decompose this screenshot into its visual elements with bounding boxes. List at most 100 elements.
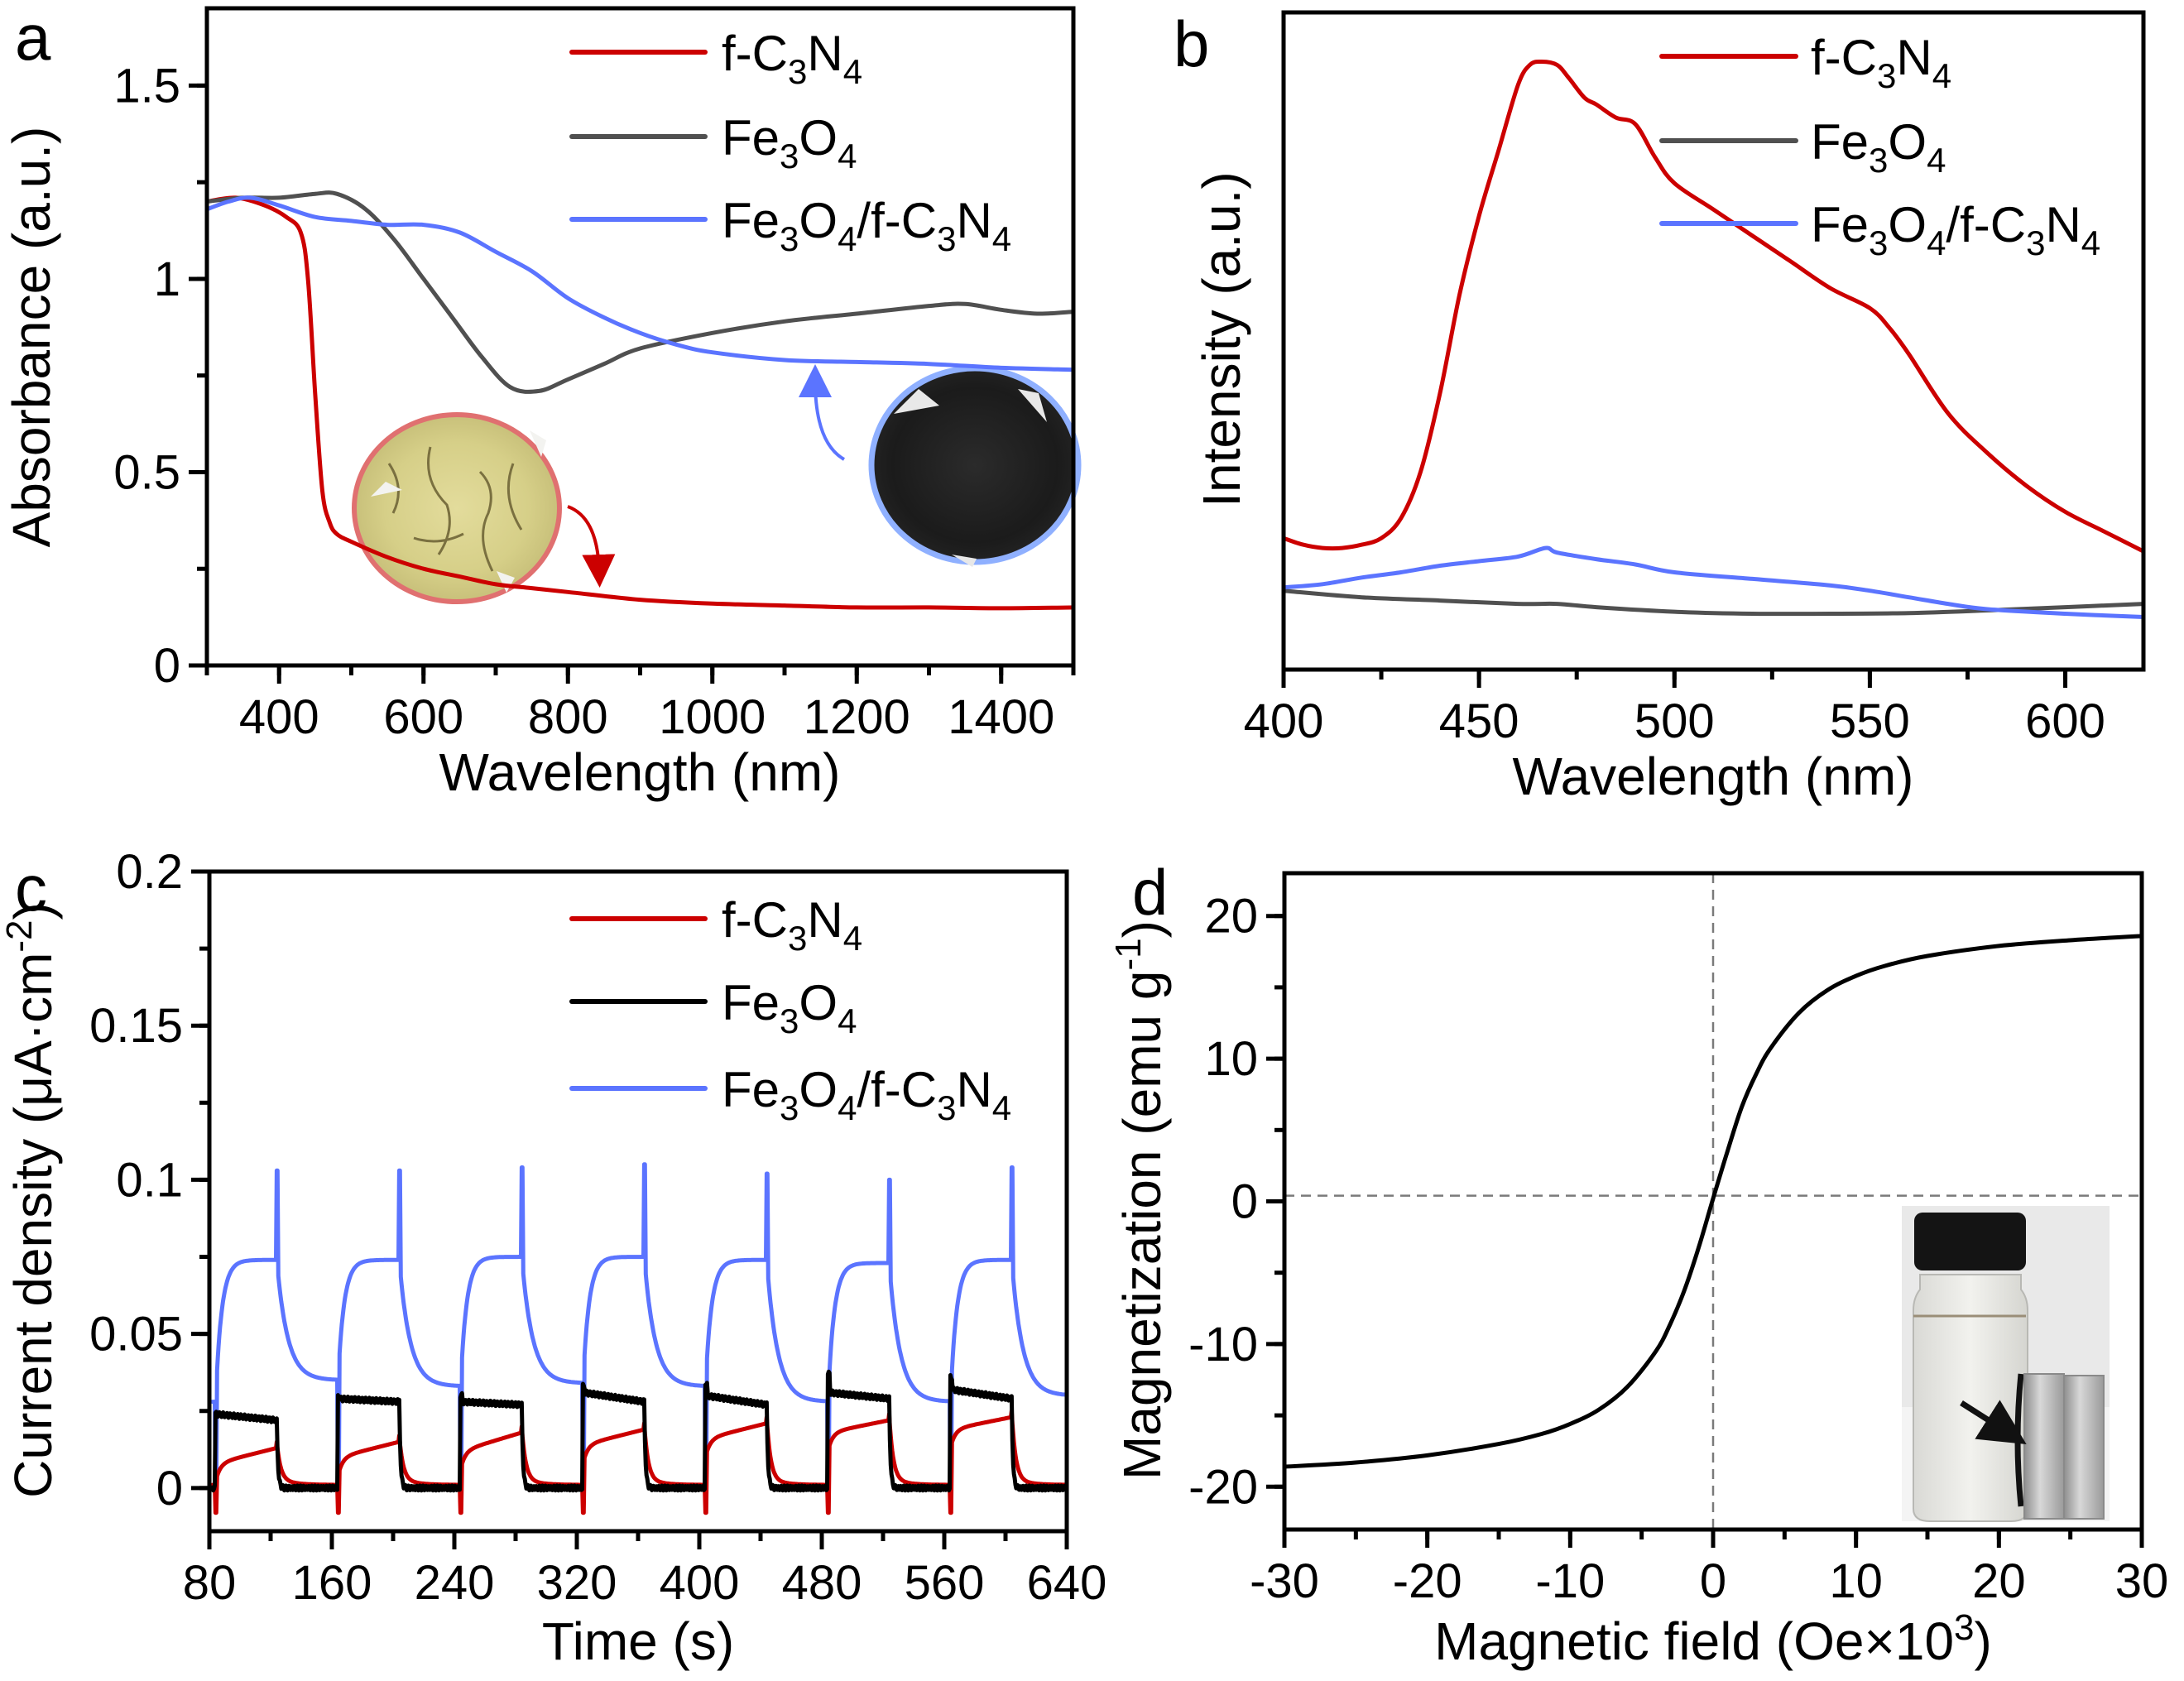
panel-c-y-tick-label: 0.1 bbox=[116, 1153, 183, 1207]
panel-c-y-tick-label: 0 bbox=[156, 1462, 183, 1515]
panel-letter-c: c bbox=[15, 852, 47, 925]
panel-a-series bbox=[204, 190, 1076, 611]
panel-a-series-fe3o4 bbox=[204, 190, 1076, 394]
panel-a-insets bbox=[352, 364, 1082, 604]
panel-c-y-tick-label: 0.2 bbox=[116, 845, 183, 899]
inset-photo-vial-magnet bbox=[1902, 1206, 2110, 1522]
panel-a-yticks: 0 0.5 1 1.5 bbox=[113, 59, 207, 693]
panel-a-legend-item: Fe3O4 bbox=[569, 110, 857, 175]
panel-d-y-tick-label: 0 bbox=[1231, 1175, 1258, 1229]
panel-b-x-tick-label: 500 bbox=[1634, 694, 1715, 748]
panel-d-y-tick-label: -20 bbox=[1188, 1460, 1258, 1514]
panel-a-series-f-c3n4 bbox=[204, 195, 1076, 611]
panel-a-x-tick-label: 1000 bbox=[659, 690, 766, 744]
panel-b-frame bbox=[1281, 10, 2146, 672]
panel-b-legend-label: f-C3N4 bbox=[1811, 30, 1951, 95]
panel-d-yticks: -20 -10 0 10 20 bbox=[1188, 890, 1284, 1514]
panel-d-series-m-h-curve bbox=[1282, 934, 2144, 1469]
panel-a-legend-label: f-C3N4 bbox=[722, 26, 862, 91]
panel-d-xlabel: Magnetic field (Oe×103) bbox=[1434, 1607, 1992, 1671]
panel-d-y-tick-label: 10 bbox=[1204, 1032, 1258, 1086]
panel-b-xlabel: Wavelength (nm) bbox=[1513, 747, 1914, 806]
panel-d-x-tick-label: 10 bbox=[1829, 1554, 1883, 1608]
blue-arrow bbox=[799, 364, 846, 461]
panel-b-x-tick-label: 450 bbox=[1439, 694, 1519, 748]
panel-c-yticks: 0 0.05 0.1 0.15 0.2 bbox=[89, 845, 209, 1515]
panel-c-series bbox=[210, 1162, 1069, 1515]
panel-c-xticks: 80 160 240 320 400 480 560 640 bbox=[183, 1531, 1107, 1610]
panel-d-ylabel: Magnetization (emu g-1) bbox=[1108, 920, 1172, 1480]
panel-b-legend-item: Fe3O4 bbox=[1659, 114, 1946, 180]
panel-d-series bbox=[1282, 873, 2144, 1530]
panel-c-x-tick-label: 640 bbox=[1027, 1556, 1107, 1610]
panel-c-x-tick-label: 320 bbox=[537, 1556, 617, 1610]
panel-c-x-tick-label: 160 bbox=[292, 1556, 372, 1610]
panel-a: a 0 0.5 1 1.5 400 600 800 1000 1200 1400 Wavelen… bbox=[2, 1, 1082, 802]
panel-a-y-tick-label: 0 bbox=[154, 639, 180, 693]
panel-c-legend-item: Fe3O4 bbox=[569, 975, 857, 1040]
panel-a-ylabel: Absorbance (a.u.) bbox=[2, 127, 61, 548]
panel-b-legend-item: f-C3N4 bbox=[1659, 30, 1951, 95]
panel-a-legend-label: Fe3O4 bbox=[722, 110, 857, 175]
panel-c-xlabel: Time (s) bbox=[542, 1611, 734, 1671]
panel-b-series bbox=[1281, 59, 2146, 619]
panel-letter-d: d bbox=[1132, 856, 1168, 929]
panel-b-xticks: 400 450 500 550 600 bbox=[1244, 670, 2105, 748]
panel-c-x-tick-label: 400 bbox=[660, 1556, 740, 1610]
panel-letter-b: b bbox=[1174, 7, 1209, 80]
panel-c-legend-item: Fe3O4/f-C3N4 bbox=[569, 1062, 1011, 1127]
panel-a-legend-item: Fe3O4/f-C3N4 bbox=[569, 193, 1011, 258]
panel-d-x-tick-label: 0 bbox=[1700, 1554, 1726, 1608]
panel-a-y-tick-label: 1 bbox=[154, 252, 180, 306]
panel-c-legend: f-C3N4 Fe3O4 Fe3O4/f-C3N4 bbox=[569, 892, 1011, 1127]
red-arrow bbox=[567, 505, 616, 588]
panel-a-y-tick-label: 0.5 bbox=[113, 445, 180, 499]
panel-c-x-tick-label: 560 bbox=[905, 1556, 985, 1610]
panel-a-y-tick-label: 1.5 bbox=[113, 59, 180, 113]
panel-c-series-fe3o4-f-c3n4 bbox=[210, 1162, 1069, 1500]
panel-b-x-tick-label: 600 bbox=[2025, 694, 2105, 748]
panel-c-x-tick-label: 240 bbox=[415, 1556, 495, 1610]
panel-a-legend-item: f-C3N4 bbox=[569, 26, 862, 91]
panel-c-legend-label: Fe3O4/f-C3N4 bbox=[722, 1062, 1011, 1127]
panel-c-legend-label: f-C3N4 bbox=[722, 892, 862, 958]
panel-a-frame bbox=[204, 6, 1076, 668]
panel-a-x-tick-label: 800 bbox=[528, 690, 608, 744]
panel-c-y-tick-label: 0.05 bbox=[89, 1308, 183, 1362]
panel-d-x-tick-label: 20 bbox=[1972, 1554, 2026, 1608]
inset-photo-fe3o4-f-c3n4 bbox=[868, 365, 1082, 567]
panel-b-legend: f-C3N4 Fe3O4 Fe3O4/f-C3N4 bbox=[1659, 30, 2100, 262]
panel-b-ylabel: Intensity (a.u.) bbox=[1192, 171, 1251, 507]
panel-d-x-tick-label: -10 bbox=[1535, 1554, 1605, 1608]
panel-b: b 400 450 500 550 600 Wavelength (nm) Intens… bbox=[1174, 7, 2146, 806]
panel-c-series-fe3o4 bbox=[210, 1369, 1069, 1493]
panel-d-x-tick-label: 30 bbox=[2115, 1554, 2169, 1608]
panel-a-xticks: 400 600 800 1000 1200 1400 bbox=[204, 665, 1076, 744]
panel-c-x-tick-label: 480 bbox=[782, 1556, 862, 1610]
panel-b-legend-label: Fe3O4 bbox=[1811, 114, 1946, 180]
panel-b-legend-label: Fe3O4/f-C3N4 bbox=[1811, 197, 2100, 262]
panel-c-legend-label: Fe3O4 bbox=[722, 975, 857, 1040]
panel-a-x-tick-label: 1200 bbox=[804, 690, 910, 744]
panel-a-legend-label: Fe3O4/f-C3N4 bbox=[722, 193, 1011, 258]
panel-d-x-tick-label: -20 bbox=[1393, 1554, 1462, 1608]
panel-c-ylabel: Current density (μA·cm-2) bbox=[0, 902, 63, 1498]
panel-a-xlabel: Wavelength (nm) bbox=[439, 742, 841, 802]
panel-b-x-tick-label: 550 bbox=[1830, 694, 1910, 748]
panel-d: d -20 -10 0 10 20 -30 -20 -10 0 10 20 30 Magnetic … bbox=[1108, 856, 2168, 1671]
panel-d-x-tick-label: -30 bbox=[1250, 1554, 1319, 1608]
panel-b-series-fe3o4-f-c3n4 bbox=[1281, 545, 2146, 619]
panel-d-y-tick-label: 20 bbox=[1204, 890, 1258, 944]
panel-c-x-tick-label: 80 bbox=[183, 1556, 237, 1610]
panel-a-x-tick-label: 1400 bbox=[948, 690, 1054, 744]
panel-a-x-tick-label: 600 bbox=[383, 690, 463, 744]
panel-b-x-tick-label: 400 bbox=[1244, 694, 1324, 748]
panel-d-xticks: -30 -20 -10 0 10 20 30 bbox=[1250, 1530, 2168, 1608]
panel-c: c 0 0.05 0.1 0.15 0.2 80 160 240 320 400 480 560 64… bbox=[0, 845, 1106, 1671]
panel-c-y-tick-label: 0.15 bbox=[89, 999, 183, 1053]
panel-a-x-tick-label: 400 bbox=[239, 690, 319, 744]
panel-b-legend-item: Fe3O4/f-C3N4 bbox=[1659, 197, 2100, 262]
panel-d-y-tick-label: -10 bbox=[1188, 1318, 1258, 1371]
panel-c-legend-item: f-C3N4 bbox=[569, 892, 862, 958]
